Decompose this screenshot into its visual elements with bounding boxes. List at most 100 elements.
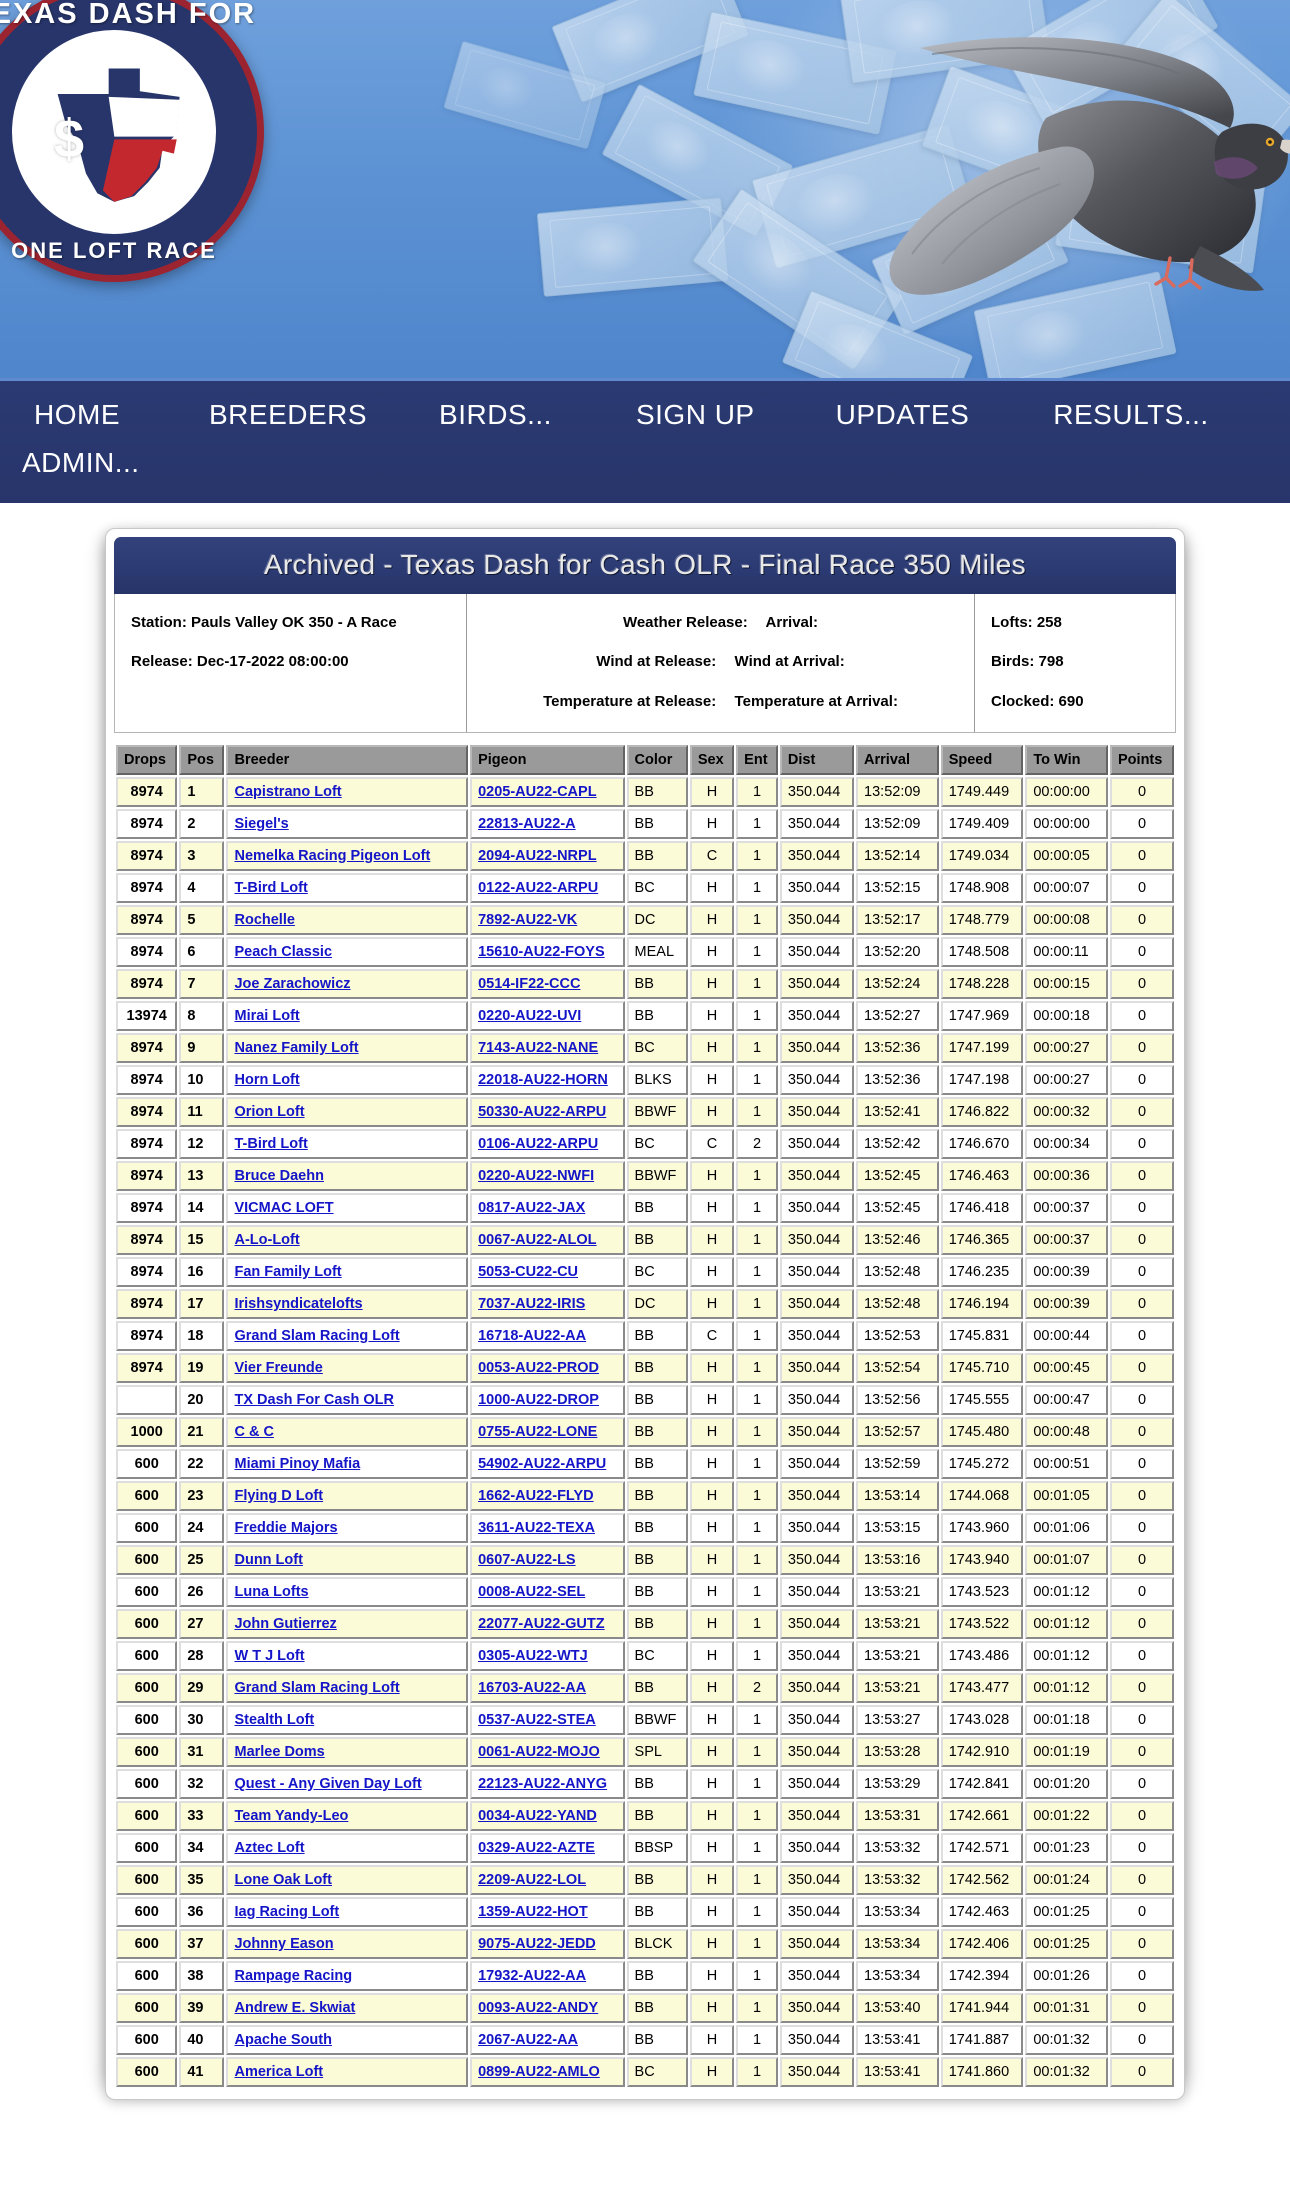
cell-pigeon[interactable]: 7037-AU22-IRIS [470, 1288, 625, 1319]
cell-pigeon[interactable]: 0817-AU22-JAX [470, 1192, 625, 1223]
cell-breeder[interactable]: Miami Pinoy Mafia [226, 1448, 469, 1479]
breeder-link[interactable]: Vier Freunde [234, 1359, 323, 1376]
cell-breeder[interactable]: America Loft [226, 2056, 469, 2087]
cell-pigeon[interactable]: 0305-AU22-WTJ [470, 1640, 625, 1671]
breeder-link[interactable]: C & C [234, 1423, 274, 1440]
cell-pigeon[interactable]: 9075-AU22-JEDD [470, 1928, 625, 1959]
breeder-link[interactable]: Lone Oak Loft [234, 1871, 332, 1888]
cell-pigeon[interactable]: 0067-AU22-ALOL [470, 1224, 625, 1255]
cell-pigeon[interactable]: 0220-AU22-UVI [470, 1000, 625, 1031]
cell-pigeon[interactable]: 0755-AU22-LONE [470, 1416, 625, 1447]
cell-breeder[interactable]: Peach Classic [226, 936, 469, 967]
nav-home[interactable]: HOME [34, 399, 120, 430]
cell-breeder[interactable]: Lone Oak Loft [226, 1864, 469, 1895]
pigeon-link[interactable]: 0305-AU22-WTJ [478, 1647, 588, 1664]
cell-breeder[interactable]: W T J Loft [226, 1640, 469, 1671]
pigeon-link[interactable]: 22813-AU22-A [478, 815, 576, 832]
cell-breeder[interactable]: Irishsyndicatelofts [226, 1288, 469, 1319]
cell-pigeon[interactable]: 7143-AU22-NANE [470, 1032, 625, 1063]
pigeon-link[interactable]: 0205-AU22-CAPL [478, 783, 597, 800]
cell-breeder[interactable]: Nemelka Racing Pigeon Loft [226, 840, 469, 871]
cell-breeder[interactable]: John Gutierrez [226, 1608, 469, 1639]
pigeon-link[interactable]: 22018-AU22-HORN [478, 1071, 608, 1088]
breeder-link[interactable]: TX Dash For Cash OLR [234, 1391, 395, 1408]
pigeon-link[interactable]: 7037-AU22-IRIS [478, 1295, 586, 1312]
breeder-link[interactable]: Orion Loft [234, 1103, 305, 1120]
col-header-drops[interactable]: Drops [116, 744, 178, 775]
pigeon-link[interactable]: 2067-AU22-AA [478, 2031, 579, 2048]
cell-breeder[interactable]: Grand Slam Racing Loft [226, 1672, 469, 1703]
pigeon-link[interactable]: 54902-AU22-ARPU [478, 1455, 607, 1472]
col-header-to-win[interactable]: To Win [1025, 744, 1109, 775]
breeder-link[interactable]: Capistrano Loft [234, 783, 342, 800]
cell-breeder[interactable]: Vier Freunde [226, 1352, 469, 1383]
cell-breeder[interactable]: Capistrano Loft [226, 776, 469, 807]
cell-pigeon[interactable]: 0514-IF22-CCC [470, 968, 625, 999]
breeder-link[interactable]: Joe Zarachowicz [234, 975, 351, 992]
pigeon-link[interactable]: 0053-AU22-PROD [478, 1359, 599, 1376]
cell-breeder[interactable]: Bruce Daehn [226, 1160, 469, 1191]
cell-breeder[interactable]: Flying D Loft [226, 1480, 469, 1511]
pigeon-link[interactable]: 0329-AU22-AZTE [478, 1839, 595, 1856]
col-header-sex[interactable]: Sex [689, 744, 735, 775]
cell-pigeon[interactable]: 16703-AU22-AA [470, 1672, 625, 1703]
cell-pigeon[interactable]: 0061-AU22-MOJO [470, 1736, 625, 1767]
cell-breeder[interactable]: VICMAC LOFT [226, 1192, 469, 1223]
cell-breeder[interactable]: Orion Loft [226, 1096, 469, 1127]
cell-breeder[interactable]: Mirai Loft [226, 1000, 469, 1031]
breeder-link[interactable]: A-Lo-Loft [234, 1231, 300, 1248]
breeder-link[interactable]: Stealth Loft [234, 1711, 315, 1728]
cell-pigeon[interactable]: 2209-AU22-LOL [470, 1864, 625, 1895]
pigeon-link[interactable]: 0537-AU22-STEA [478, 1711, 596, 1728]
col-header-color[interactable]: Color [626, 744, 688, 775]
cell-breeder[interactable]: Joe Zarachowicz [226, 968, 469, 999]
cell-breeder[interactable]: Andrew E. Skwiat [226, 1992, 469, 2023]
cell-breeder[interactable]: Freddie Majors [226, 1512, 469, 1543]
site-logo[interactable]: TEXAS DASH FOR CASH $ ONE LOFT RACE [0, 0, 264, 282]
pigeon-link[interactable]: 16718-AU22-AA [478, 1327, 587, 1344]
breeder-link[interactable]: Miami Pinoy Mafia [234, 1455, 361, 1472]
pigeon-link[interactable]: 0514-IF22-CCC [478, 975, 581, 992]
cell-pigeon[interactable]: 54902-AU22-ARPU [470, 1448, 625, 1479]
pigeon-link[interactable]: 0755-AU22-LONE [478, 1423, 598, 1440]
cell-pigeon[interactable]: 5053-CU22-CU [470, 1256, 625, 1287]
breeder-link[interactable]: Freddie Majors [234, 1519, 338, 1536]
pigeon-link[interactable]: 0106-AU22-ARPU [478, 1135, 599, 1152]
cell-breeder[interactable]: Horn Loft [226, 1064, 469, 1095]
cell-pigeon[interactable]: 2094-AU22-NRPL [470, 840, 625, 871]
cell-breeder[interactable]: Stealth Loft [226, 1704, 469, 1735]
breeder-link[interactable]: Nemelka Racing Pigeon Loft [234, 847, 431, 864]
cell-pigeon[interactable]: 0122-AU22-ARPU [470, 872, 625, 903]
breeder-link[interactable]: Peach Classic [234, 943, 333, 960]
breeder-link[interactable]: Team Yandy-Leo [234, 1807, 349, 1824]
cell-pigeon[interactable]: 0205-AU22-CAPL [470, 776, 625, 807]
cell-pigeon[interactable]: 7892-AU22-VK [470, 904, 625, 935]
cell-pigeon[interactable]: 1359-AU22-HOT [470, 1896, 625, 1927]
nav-breeders[interactable]: BREEDERS [209, 399, 368, 430]
cell-breeder[interactable]: TX Dash For Cash OLR [226, 1384, 469, 1415]
cell-pigeon[interactable]: 15610-AU22-FOYS [470, 936, 625, 967]
breeder-link[interactable]: Apache South [234, 2031, 332, 2048]
pigeon-link[interactable]: 16703-AU22-AA [478, 1679, 587, 1696]
cell-pigeon[interactable]: 0537-AU22-STEA [470, 1704, 625, 1735]
pigeon-link[interactable]: 0220-AU22-NWFI [478, 1167, 595, 1184]
breeder-link[interactable]: Nanez Family Loft [234, 1039, 359, 1056]
breeder-link[interactable]: Bruce Daehn [234, 1167, 324, 1184]
pigeon-link[interactable]: 2094-AU22-NRPL [478, 847, 597, 864]
breeder-link[interactable]: VICMAC LOFT [234, 1199, 334, 1216]
breeder-link[interactable]: Marlee Doms [234, 1743, 325, 1760]
col-header-pigeon[interactable]: Pigeon [470, 744, 625, 775]
breeder-link[interactable]: Horn Loft [234, 1071, 300, 1088]
breeder-link[interactable]: Mirai Loft [234, 1007, 300, 1024]
pigeon-link[interactable]: 15610-AU22-FOYS [478, 943, 605, 960]
pigeon-link[interactable]: 3611-AU22-TEXA [478, 1519, 595, 1536]
cell-pigeon[interactable]: 22813-AU22-A [470, 808, 625, 839]
cell-pigeon[interactable]: 0329-AU22-AZTE [470, 1832, 625, 1863]
breeder-link[interactable]: Quest - Any Given Day Loft [234, 1775, 422, 1792]
breeder-link[interactable]: Rochelle [234, 911, 295, 928]
breeder-link[interactable]: Grand Slam Racing Loft [234, 1327, 400, 1344]
cell-pigeon[interactable]: 22123-AU22-ANYG [470, 1768, 625, 1799]
cell-breeder[interactable]: C & C [226, 1416, 469, 1447]
cell-breeder[interactable]: T-Bird Loft [226, 1128, 469, 1159]
cell-breeder[interactable]: Apache South [226, 2024, 469, 2055]
